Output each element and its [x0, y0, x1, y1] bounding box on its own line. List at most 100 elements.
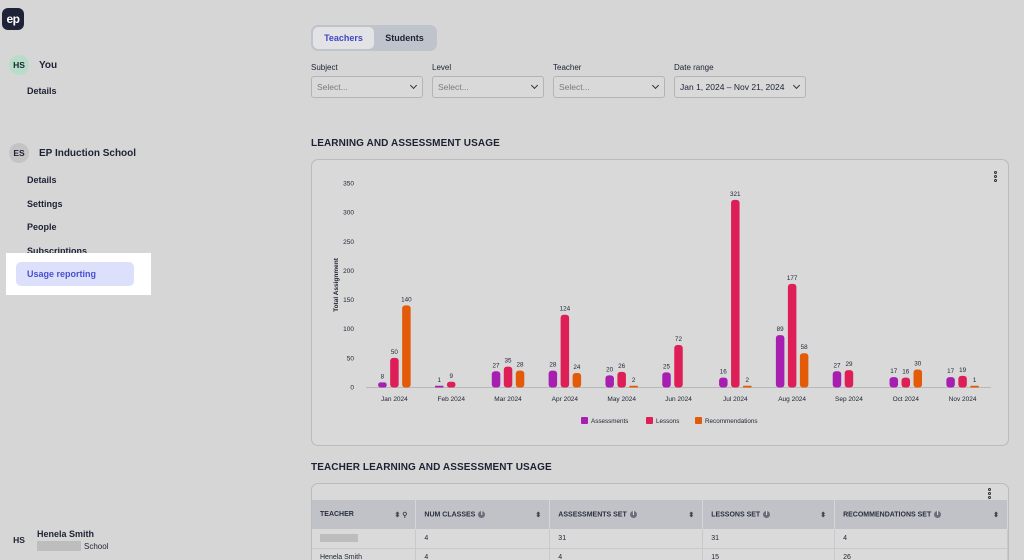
- data-label: 19: [959, 367, 967, 374]
- data-label: 8: [381, 373, 385, 380]
- data-label: 28: [549, 362, 557, 369]
- bar-assessments: [434, 385, 444, 388]
- info-icon[interactable]: i: [934, 510, 942, 518]
- bar-assessments: [832, 371, 842, 388]
- sort-icon[interactable]: ⬍: [820, 511, 827, 519]
- col-lessons-set[interactable]: LESSONS SET i ⬍: [702, 500, 836, 529]
- col-lessons-label: LESSONS SET: [711, 511, 761, 519]
- table-row[interactable]: 4 31 31 4: [312, 529, 1008, 549]
- date-range-value: Jan 1, 2024 – Nov 21, 2024: [680, 82, 785, 92]
- bar-assessments: [491, 371, 501, 388]
- info-icon[interactable]: i: [629, 510, 637, 518]
- data-label: 1: [973, 377, 977, 384]
- sidebar-item-settings[interactable]: Settings: [27, 199, 63, 209]
- redacted-teacher-name: [320, 534, 358, 543]
- table-menu-icon[interactable]: [988, 488, 992, 500]
- x-tick-label: Mar 2024: [494, 396, 522, 403]
- sort-icon[interactable]: ⬍: [993, 511, 999, 519]
- sort-icon[interactable]: ⬍: [535, 511, 542, 519]
- data-label: 27: [493, 362, 501, 369]
- col-num-classes[interactable]: NUM CLASSES i ⬍: [415, 500, 551, 529]
- chevron-down-icon: [409, 81, 418, 90]
- level-select[interactable]: Select...: [432, 76, 544, 98]
- bar-recommendations: [970, 385, 979, 388]
- bar-assessments: [719, 377, 728, 388]
- y-axis-title: Total Assignment: [333, 257, 340, 312]
- legend-label: Lessons: [656, 418, 679, 425]
- data-label: 124: [560, 306, 571, 313]
- col-assessments-set[interactable]: ASSESSMENTS SET i ⬍: [549, 500, 704, 529]
- sort-icon[interactable]: ⬍: [688, 511, 695, 519]
- data-label: 24: [573, 364, 581, 371]
- data-label: 1: [437, 377, 441, 384]
- sidebar-item-subscriptions[interactable]: Subscriptions: [27, 246, 88, 256]
- data-label: 16: [720, 369, 728, 376]
- chart-section-title: LEARNING AND ASSESSMENT USAGE: [311, 138, 500, 149]
- data-label: 29: [845, 361, 853, 368]
- bar-recommendations: [913, 369, 923, 388]
- data-label: 30: [914, 361, 922, 368]
- info-icon[interactable]: i: [478, 510, 486, 518]
- sidebar-item-school-details[interactable]: Details: [27, 175, 57, 185]
- date-range-filter: Date range Jan 1, 2024 – Nov 21, 2024: [674, 63, 806, 98]
- bar-recommendations: [572, 373, 582, 388]
- data-label: 35: [505, 358, 513, 365]
- col-assessments-label: ASSESSMENTS SET: [558, 511, 627, 519]
- bar-assessments: [662, 372, 671, 388]
- y-tick-label: 300: [343, 210, 354, 217]
- user-name: Henela Smith: [37, 529, 95, 539]
- cell-assessments: 4: [549, 548, 704, 560]
- table-row[interactable]: Henela Smith 4 4 15 26: [312, 548, 1008, 560]
- redacted-school-name: [37, 541, 81, 551]
- bar-assessments: [605, 375, 614, 388]
- sidebar-item-people[interactable]: People: [27, 222, 57, 232]
- data-label: 25: [663, 363, 671, 370]
- info-icon[interactable]: i: [763, 510, 771, 518]
- col-recommendations-set[interactable]: RECOMMENDATIONS SET i ⬍: [834, 500, 1008, 529]
- teacher-select-value: Select...: [559, 82, 590, 92]
- data-label: 72: [675, 336, 683, 343]
- tab-students[interactable]: Students: [385, 33, 424, 43]
- col-teacher[interactable]: TEACHER ⬍ ⚲: [312, 500, 417, 529]
- bar-assessments: [775, 335, 785, 388]
- school-section-title: EP Induction School: [39, 147, 137, 159]
- y-tick-label: 100: [343, 326, 354, 333]
- x-tick-label: Feb 2024: [437, 396, 465, 403]
- search-icon[interactable]: ⚲: [402, 511, 408, 519]
- bar-recommendations: [743, 385, 752, 388]
- y-tick-label: 50: [347, 355, 355, 362]
- bar-assessments: [946, 377, 955, 388]
- user-profile[interactable]: HS Henela Smith School: [9, 529, 108, 551]
- sidebar-item-you-details[interactable]: Details: [27, 86, 57, 96]
- col-num-classes-label: NUM CLASSES: [424, 511, 476, 519]
- cell-recommendations: 26: [834, 548, 1008, 560]
- col-teacher-label: TEACHER: [320, 511, 354, 518]
- tab-teachers[interactable]: Teachers: [313, 27, 374, 49]
- legend-label: Assessments: [591, 418, 628, 425]
- y-tick-label: 150: [343, 297, 354, 304]
- date-range-label: Date range: [674, 63, 714, 72]
- x-tick-label: Aug 2024: [778, 396, 806, 403]
- chart-menu-icon[interactable]: [994, 171, 998, 183]
- sort-icon[interactable]: ⬍: [394, 511, 401, 519]
- bar-lessons: [560, 314, 570, 388]
- app-logo[interactable]: ep: [2, 8, 24, 30]
- teacher-select[interactable]: Select...: [553, 76, 665, 98]
- data-label: 2: [746, 377, 750, 384]
- bar-assessments: [548, 370, 558, 388]
- cell-lessons: 31: [702, 529, 836, 549]
- level-filter: Level Select...: [432, 63, 544, 98]
- data-label: 17: [947, 368, 955, 375]
- sidebar-item-usage-reporting[interactable]: Usage reporting: [16, 262, 134, 286]
- teacher-filter-label: Teacher: [553, 63, 582, 72]
- school-section-header: ES EP Induction School: [9, 143, 136, 163]
- data-label: 50: [391, 349, 399, 356]
- subject-select[interactable]: Select...: [311, 76, 423, 98]
- bar-lessons: [617, 371, 626, 388]
- data-label: 17: [890, 368, 898, 375]
- x-tick-label: Jun 2024: [665, 396, 692, 403]
- you-section-title: You: [39, 59, 58, 71]
- bar-recommendations: [799, 353, 809, 388]
- date-range-select[interactable]: Jan 1, 2024 – Nov 21, 2024: [674, 76, 806, 98]
